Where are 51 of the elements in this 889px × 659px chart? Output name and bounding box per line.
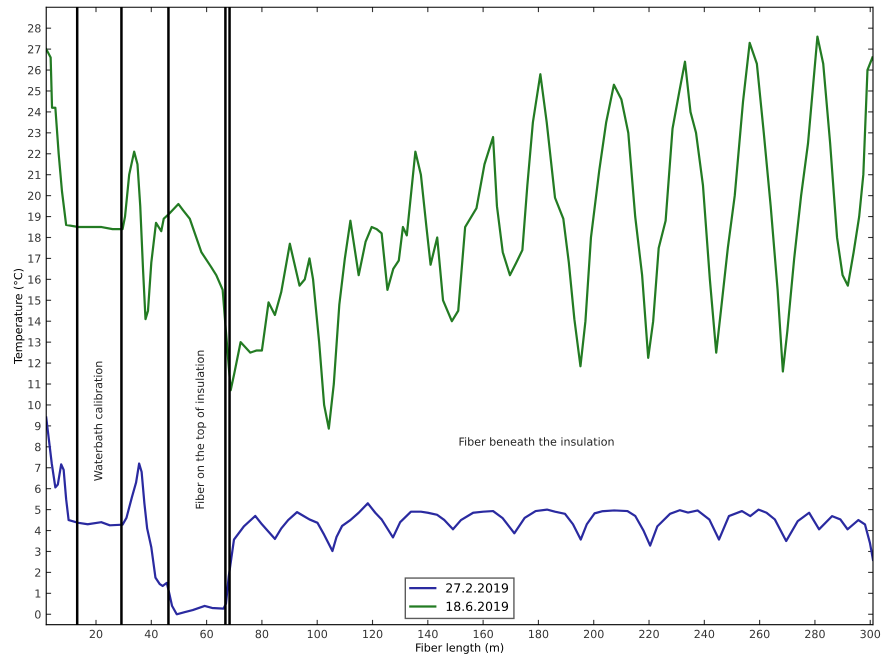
y-tick-label: 5: [35, 506, 40, 514]
y-tick-label: 26: [28, 66, 41, 74]
x-tick-label: 220: [639, 630, 659, 638]
annotation: Fiber on the top of insulation: [195, 350, 206, 508]
y-tick-label: 1: [36, 589, 40, 598]
x-tick-label: 120: [363, 630, 382, 638]
x-tick-label: 260: [750, 630, 770, 638]
x-tick-label: 60: [200, 630, 213, 638]
x-tick-label: 160: [474, 630, 493, 638]
y-tick-label: 6: [35, 484, 41, 494]
y-tick-label: 4: [34, 526, 41, 535]
x-tick-label: 40: [144, 630, 158, 638]
y-tick-label: 10: [28, 400, 41, 410]
annotation: Waterbath calibration: [94, 362, 102, 481]
y-tick-label: 18: [28, 233, 41, 242]
y-tick-label: 28: [28, 24, 41, 33]
y-tick-label: 8: [35, 442, 41, 452]
y-tick-label: 17: [28, 254, 40, 263]
legend-label: 18.6.2019: [446, 602, 508, 612]
y-tick-label: 7: [35, 464, 40, 472]
x-tick-label: 240: [694, 630, 714, 638]
y-tick-label: 19: [28, 212, 41, 221]
y-tick-label: 23: [28, 128, 40, 138]
y-tick-label: 22: [28, 150, 40, 158]
y-tick-label: 2: [35, 568, 40, 577]
y-axis-title: Temperature (°C): [14, 269, 24, 364]
y-tick-label: 21: [28, 170, 40, 179]
y-tick-label: 0: [35, 610, 41, 619]
annotation: Fiber beneath the insulation: [460, 437, 614, 446]
x-tick-label: 200: [584, 630, 604, 638]
y-tick-label: 15: [28, 296, 40, 305]
x-tick-label: 100: [308, 630, 328, 638]
y-tick-label: 13: [28, 338, 40, 347]
x-tick-label: 80: [256, 630, 268, 638]
x-tick-label: 280: [805, 630, 825, 638]
y-tick-label: 20: [28, 192, 41, 200]
y-tick-label: 27: [28, 45, 40, 54]
x-tick-label: 180: [529, 630, 548, 638]
y-tick-label: 12: [28, 359, 40, 368]
y-tick-label: 9: [34, 422, 41, 430]
y-tick-label: 25: [28, 86, 40, 96]
legend-label: 27.2.2019: [446, 583, 508, 593]
y-tick-label: 11: [28, 380, 40, 388]
y-tick-label: 16: [28, 275, 41, 284]
x-tick-label: 300: [860, 630, 880, 638]
y-tick-label: 14: [28, 317, 41, 326]
y-tick-label: 3: [35, 547, 40, 556]
y-tick-label: 24: [28, 108, 41, 116]
x-tick-label: 140: [418, 630, 438, 638]
x-tick-label: 20: [90, 630, 102, 638]
x-axis-title: Fiber length (m): [416, 643, 504, 654]
